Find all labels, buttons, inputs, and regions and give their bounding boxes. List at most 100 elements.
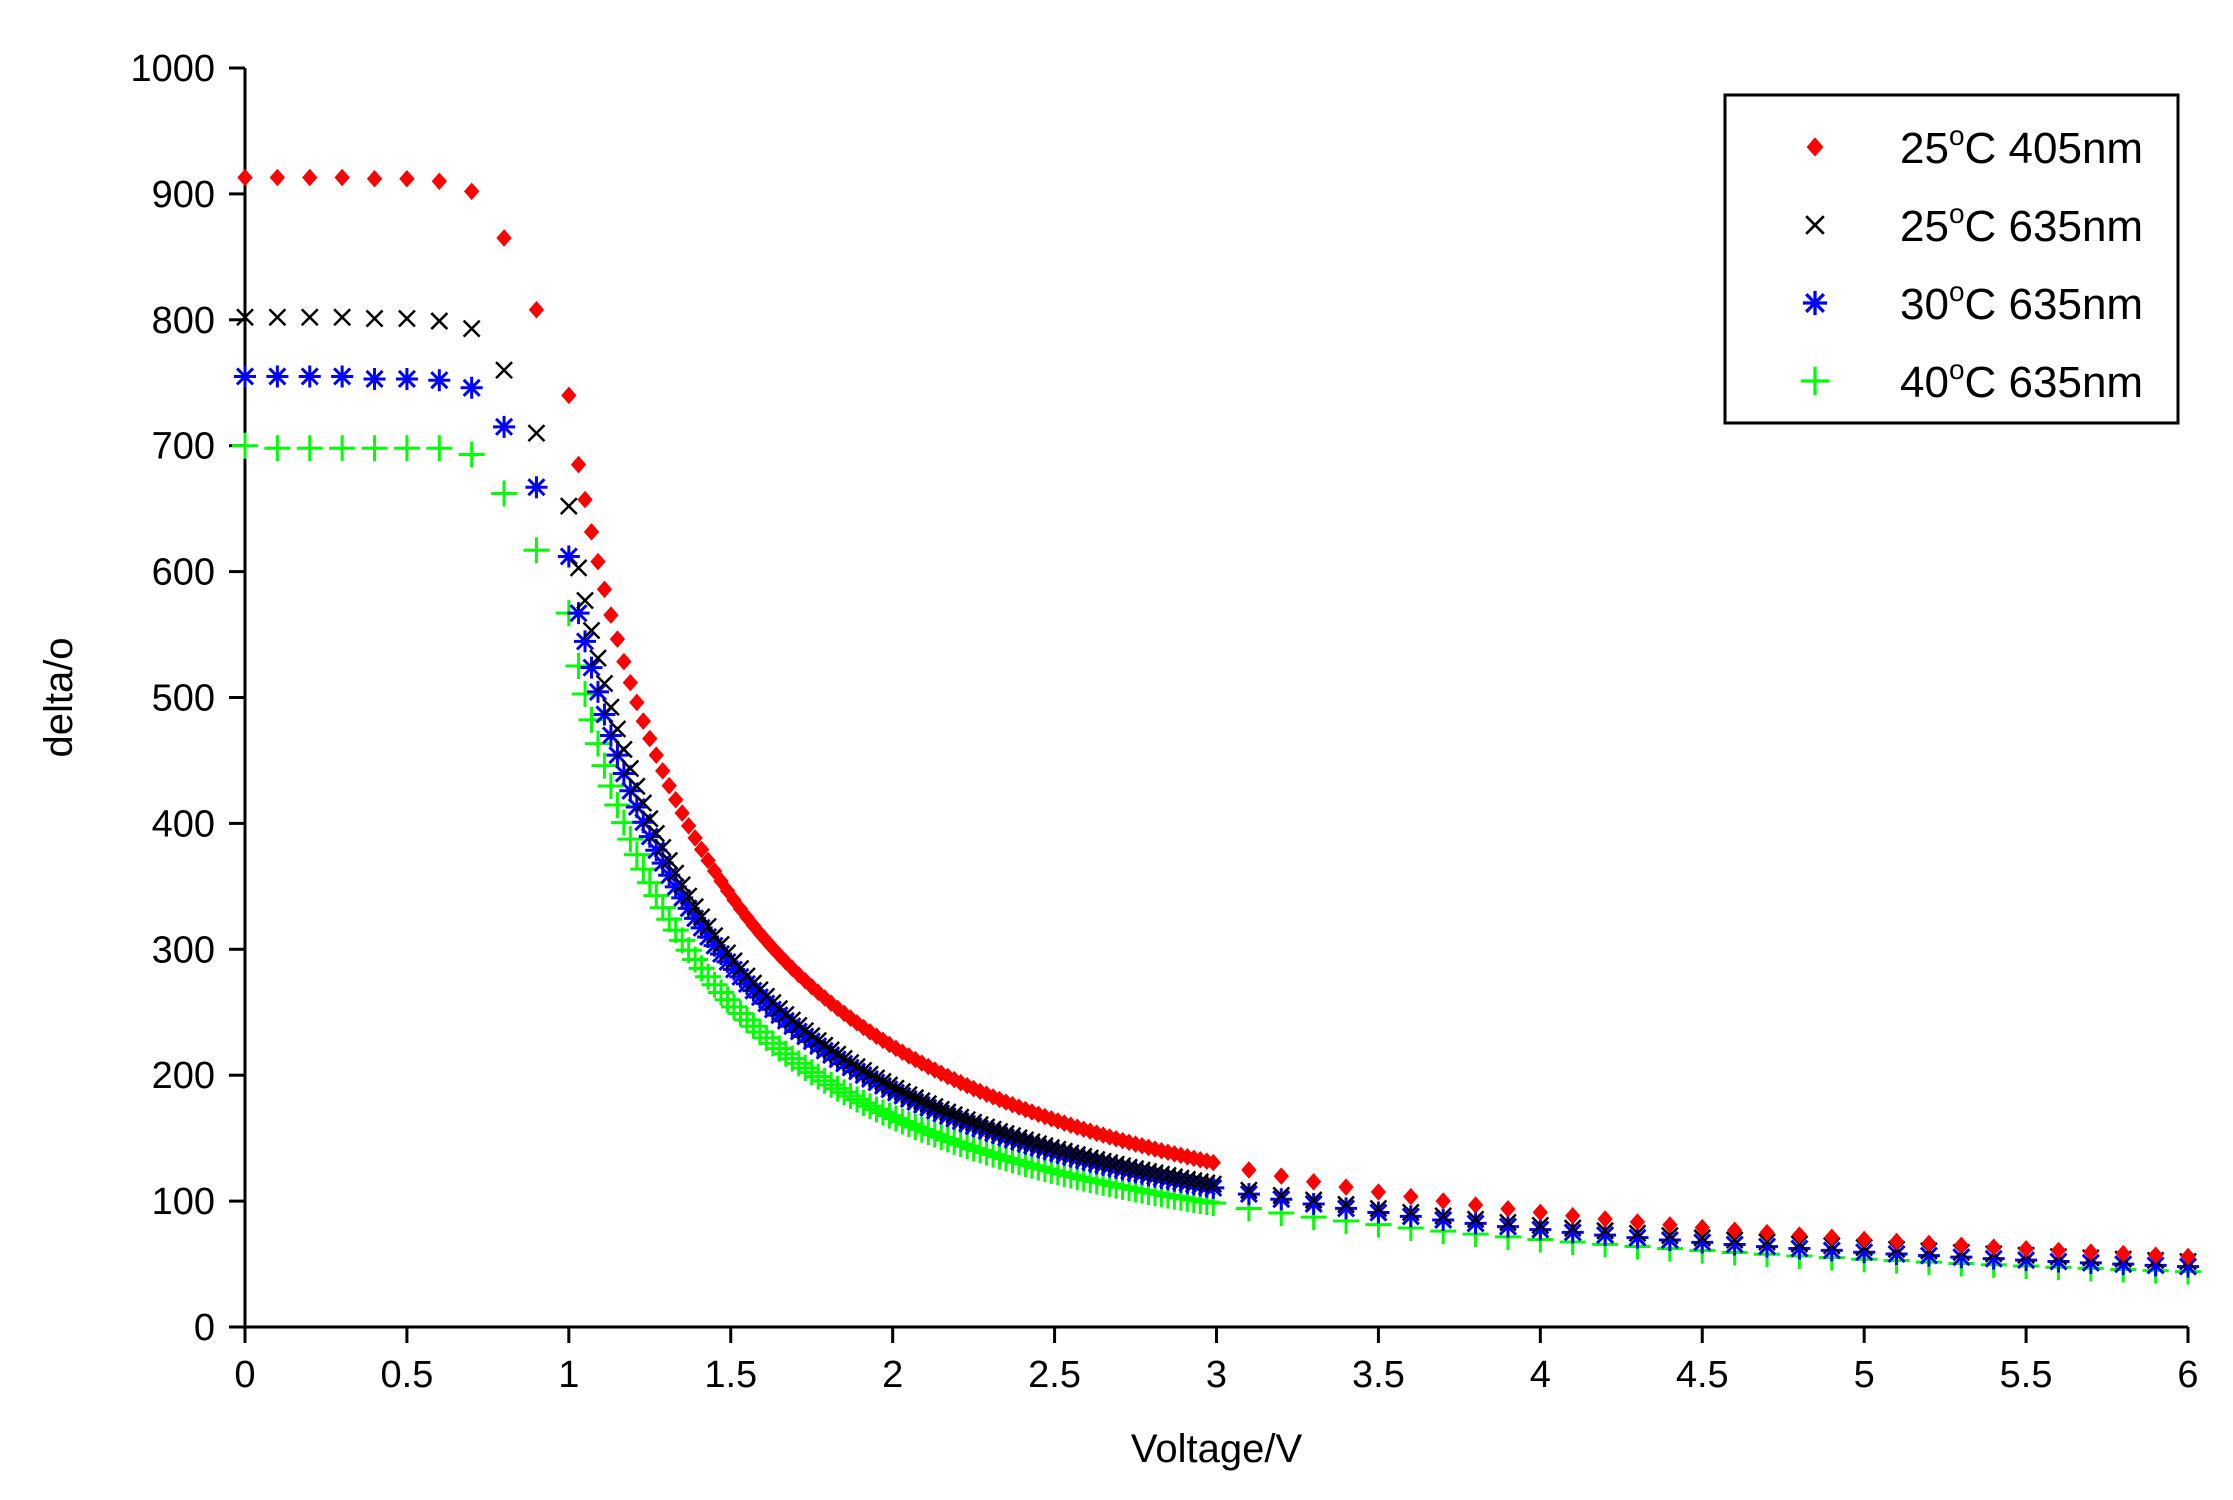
data-point	[850, 1089, 877, 1116]
legend-label: 40oC 635nm	[1900, 354, 2143, 407]
data-point	[236, 308, 254, 327]
data-point	[266, 365, 289, 388]
data-point	[1531, 1216, 1550, 1235]
data-point	[634, 794, 653, 812]
data-point	[934, 1126, 961, 1153]
legend-item: 25oC 635nm	[1805, 198, 2144, 251]
data-point	[964, 1113, 983, 1132]
data-point	[627, 777, 646, 796]
data-point	[671, 886, 694, 909]
data-point	[833, 1052, 856, 1075]
data-point	[947, 1131, 974, 1158]
data-point	[565, 653, 592, 680]
data-point	[740, 1013, 767, 1040]
legend-degree: o	[1949, 120, 1965, 151]
data-point	[1496, 1215, 1519, 1238]
data-point	[493, 415, 516, 438]
data-point	[1435, 1192, 1451, 1210]
data-point	[1081, 1149, 1100, 1167]
data-point	[580, 656, 603, 679]
x-tick-label: 0.5	[381, 1354, 434, 1396]
data-point	[2115, 1244, 2131, 1263]
data-point	[1338, 1178, 1354, 1196]
data-point	[365, 309, 384, 328]
y-tick-label: 1000	[130, 48, 215, 90]
data-point	[700, 851, 716, 870]
data-point	[941, 1128, 968, 1155]
data-point	[1035, 1136, 1054, 1155]
data-point	[569, 558, 588, 577]
data-point	[759, 1030, 786, 1057]
x-axis-title: Voltage/V	[1131, 1427, 1303, 1471]
data-point	[582, 621, 601, 640]
data-point	[686, 897, 705, 916]
data-point	[1596, 1221, 1614, 1240]
data-point	[1563, 1219, 1582, 1238]
data-point	[491, 480, 518, 507]
data-point	[831, 1079, 858, 1106]
data-point	[1403, 1187, 1419, 1206]
data-point	[753, 1024, 780, 1051]
data-point	[1628, 1224, 1647, 1243]
data-point	[525, 476, 548, 499]
data-point	[595, 674, 614, 693]
data-points	[232, 168, 2201, 1285]
legend-temp: 25	[1900, 202, 1949, 251]
data-point	[1305, 1173, 1322, 1191]
data-point	[662, 917, 689, 944]
data-point	[1012, 1151, 1039, 1178]
data-point	[844, 1086, 871, 1113]
data-point	[1074, 1147, 1093, 1166]
data-point	[1270, 1188, 1293, 1211]
data-point	[596, 580, 613, 599]
data-point	[638, 825, 661, 848]
data-point	[398, 309, 416, 328]
data-point	[1031, 1156, 1058, 1183]
data-point	[980, 1141, 1007, 1168]
legend-item: 40oC 635nm	[1800, 354, 2143, 407]
y-tick-label: 600	[152, 552, 215, 594]
data-point	[363, 367, 386, 390]
data-point	[997, 1124, 1015, 1143]
legend-degree: o	[1949, 276, 1965, 307]
y-tick-label: 0	[194, 1307, 215, 1349]
data-point	[1087, 1150, 1106, 1169]
data-point	[590, 552, 606, 571]
data-point	[852, 1064, 875, 1087]
legend-rest: C 405nm	[1965, 124, 2144, 173]
data-point	[895, 1111, 922, 1138]
legend-degree: o	[1949, 354, 1965, 385]
legend-item: 30oC 635nm	[1802, 276, 2144, 329]
data-point	[426, 435, 453, 462]
data-point	[527, 424, 546, 442]
data-point	[720, 993, 747, 1020]
y-tick-label: 100	[152, 1181, 215, 1223]
data-point	[1237, 1183, 1260, 1206]
data-point	[693, 840, 710, 859]
data-point	[1853, 1241, 1876, 1264]
data-point	[2144, 1254, 2167, 1277]
data-point	[1042, 1138, 1061, 1157]
data-point	[1529, 1218, 1552, 1241]
legend-rest: C 635nm	[1965, 202, 2144, 251]
data-point	[622, 673, 639, 692]
data-point	[660, 851, 679, 870]
data-point	[583, 523, 600, 541]
data-point	[986, 1143, 1013, 1170]
data-point	[1791, 1226, 1808, 1244]
data-point	[928, 1124, 955, 1151]
data-point	[329, 435, 356, 462]
data-point	[1018, 1152, 1045, 1179]
data-point	[1788, 1237, 1811, 1260]
y-tick-label: 700	[152, 426, 215, 468]
data-point	[846, 1060, 869, 1083]
data-point	[232, 432, 258, 459]
data-point	[640, 809, 659, 828]
data-point	[712, 935, 730, 954]
data-point	[399, 170, 415, 188]
data-point	[1302, 1192, 1325, 1215]
data-point	[561, 386, 577, 405]
x-tick-label: 3.5	[1352, 1354, 1405, 1396]
legend-rest: C 635nm	[1965, 280, 2144, 329]
